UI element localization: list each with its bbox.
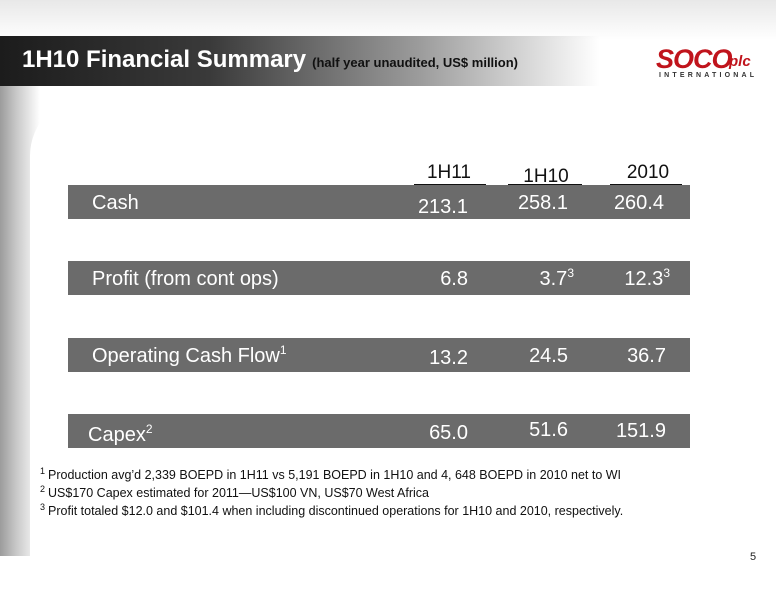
page-number: 5	[750, 551, 757, 563]
footnote-3: 3 Profit totaled $12.0 and $101.4 when in…	[40, 502, 624, 519]
value-2010: 260.4	[613, 192, 664, 214]
row-label: Operating Cash Flow1	[92, 343, 287, 367]
footnotes: 1 Production avg’d 2,339 BOEPD in 1H11 vs…	[40, 466, 623, 520]
footnote-1: 1 Production avg’d 2,339 BOEPD in 1H11 vs…	[40, 466, 622, 483]
value-1h10: 3.73	[539, 266, 575, 290]
value-2010: 36.7	[627, 345, 666, 367]
row-label: Profit (from cont ops)	[92, 268, 279, 290]
value-1h11: 6.8	[440, 268, 468, 290]
value-1h10: 258.1	[517, 192, 568, 214]
value-1h11: 13.2	[429, 347, 468, 369]
value-1h10: 51.6	[529, 419, 568, 441]
column-header-1h11: 1H11	[426, 162, 471, 183]
value-2010: 151.9	[615, 420, 666, 442]
logo-sub-text: INTERNATIONAL	[659, 72, 758, 79]
table-row-capex: Capex2 65.0 51.6 151.9	[68, 414, 690, 448]
row-label: Capex2	[88, 422, 153, 446]
content-area	[30, 96, 776, 556]
table-row-operating-cash-flow: Operating Cash Flow1 13.2 24.5 36.7	[68, 338, 690, 372]
value-1h11: 213.1	[417, 196, 468, 218]
title-text: 1H10 Financial Summary	[22, 46, 307, 73]
logo-main-text: SOCO	[656, 44, 733, 74]
column-header-1h10: 1H10	[523, 166, 569, 187]
logo-suffix-text: plc	[729, 53, 751, 70]
row-label: Cash	[92, 192, 139, 214]
table-row-profit: Profit (from cont ops) 6.8 3.73 12.33	[68, 261, 690, 295]
page-title: 1H10 Financial Summary (half year unaudit…	[22, 46, 518, 74]
value-1h10: 24.5	[529, 345, 568, 367]
table-row-cash: Cash 213.1 258.1 260.4	[68, 185, 690, 219]
soco-logo: SOCO plc INTERNATIONAL	[656, 44, 758, 82]
value-2010: 12.33	[624, 266, 670, 290]
footnote-2: 2 US$170 Capex estimated for 2011—US$100 …	[40, 484, 430, 501]
title-bar	[0, 36, 600, 86]
column-header-2010: 2010	[626, 162, 670, 183]
subtitle-text: (half year unaudited, US$ million)	[312, 55, 518, 70]
value-1h11: 65.0	[429, 422, 468, 444]
